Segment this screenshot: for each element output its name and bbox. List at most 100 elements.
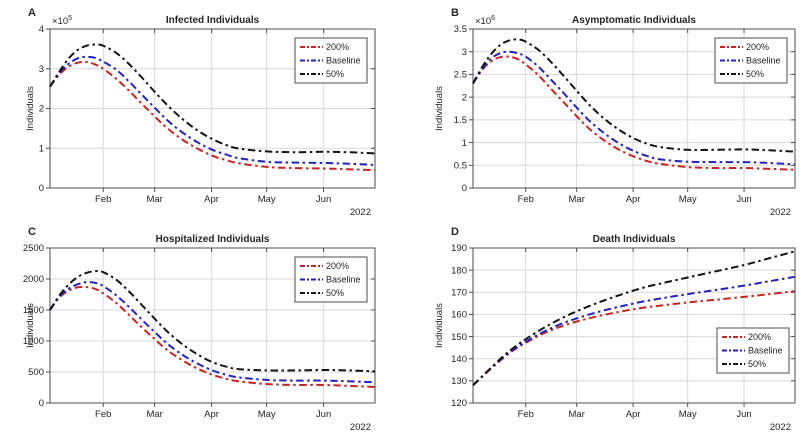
series-line-50% <box>49 43 376 155</box>
y-axis-label: Individuals <box>25 86 36 131</box>
series-line-200% <box>472 290 796 387</box>
x-tick-label: Mar <box>569 194 585 205</box>
legend-label: 200% <box>326 261 349 271</box>
series-line-Baseline <box>472 275 796 387</box>
x-tick-label: Feb <box>518 194 534 205</box>
y-tick-label: 1 <box>39 143 44 154</box>
legend-label: Baseline <box>748 346 783 356</box>
series-line-Baseline <box>49 281 376 384</box>
panel-letter: C <box>28 226 36 238</box>
x-tick-label: Jun <box>736 409 751 420</box>
x-tick-label: Mar <box>146 194 162 205</box>
y-tick-label: 2 <box>39 104 44 115</box>
y-tick-label: 0.5 <box>454 160 467 171</box>
series-line-Baseline <box>472 50 796 166</box>
y-tick-label: 1 <box>462 138 467 149</box>
legend: 200% Baseline 50% <box>716 327 790 374</box>
panel-title: Asymptomatic Individuals <box>572 15 696 26</box>
legend-label: 200% <box>326 42 349 52</box>
y-tick-label: 1500 <box>23 305 44 316</box>
y-tick-label: 140 <box>451 354 467 365</box>
x-tick-label: Jun <box>316 194 331 205</box>
y-tick-label: 3.5 <box>454 24 467 35</box>
panel-title: Hospitalized Individuals <box>156 234 270 245</box>
y-tick-label: 180 <box>451 265 467 276</box>
legend-label: 200% <box>748 332 771 342</box>
x-tick-label: May <box>679 194 697 205</box>
series-line-200% <box>49 60 376 172</box>
legend-label: Baseline <box>326 56 361 66</box>
legend: 200% Baseline 50% <box>714 37 788 84</box>
legend-label: 200% <box>746 42 769 52</box>
legend-label: Baseline <box>746 56 781 66</box>
x-tick-label: Feb <box>95 194 111 205</box>
y-tick-label: 120 <box>451 398 467 409</box>
y-tick-label: 130 <box>451 376 467 387</box>
legend-label: 50% <box>746 69 764 79</box>
series-line-50% <box>49 270 376 373</box>
y-tick-label: 500 <box>28 367 44 378</box>
y-tick-label: 2500 <box>23 243 44 254</box>
legend-label: 50% <box>326 69 344 79</box>
y-tick-label: 2.5 <box>454 70 467 81</box>
x-tick-label: Apr <box>626 409 641 420</box>
x-tick-label: Apr <box>204 409 219 420</box>
x-tick-label: May <box>258 194 276 205</box>
x-tick-label: Feb <box>95 409 111 420</box>
x-tick-label: May <box>258 409 276 420</box>
y-tick-label: 3 <box>462 47 467 58</box>
legend: 200% Baseline 50% <box>294 256 368 303</box>
panel-letter: D <box>451 226 459 238</box>
x-tick-label: Mar <box>569 409 585 420</box>
panel-letter: A <box>28 7 36 19</box>
series-line-50% <box>472 250 796 387</box>
y-tick-label: 0 <box>39 398 44 409</box>
y-tick-label: 0 <box>39 183 44 194</box>
panel-title: Infected Individuals <box>166 15 260 26</box>
x-tick-label: Apr <box>626 194 641 205</box>
axes-box <box>49 247 376 404</box>
panel-B: 0 0.5 1 1.5 2 2.5 3 3.5 Feb Mar Apr May Jun 2022 Asymp… <box>434 7 796 218</box>
x-axis-year-label: 2022 <box>770 422 791 433</box>
y-tick-label: 170 <box>451 287 467 298</box>
series-line-200% <box>472 55 796 171</box>
x-axis-year-label: 2022 <box>350 422 371 433</box>
x-tick-label: Jun <box>316 409 331 420</box>
y-tick-label: 2 <box>462 92 467 103</box>
y-tick-label: 4 <box>39 24 44 35</box>
y-tick-label: 2000 <box>23 274 44 285</box>
y-tick-label: 1000 <box>23 336 44 347</box>
legend-label: 50% <box>326 288 344 298</box>
x-tick-label: Feb <box>518 409 534 420</box>
y-tick-label: 160 <box>451 310 467 321</box>
panel-title: Death Individuals <box>593 234 676 245</box>
axes-box <box>472 247 796 404</box>
legend: 200% Baseline 50% <box>294 37 368 84</box>
panel-letter: B <box>451 7 459 19</box>
x-tick-label: Jun <box>736 194 751 205</box>
series-line-50% <box>472 38 796 153</box>
y-axis-exponent: ×106 <box>475 15 495 27</box>
y-tick-label: 190 <box>451 243 467 254</box>
y-tick-label: 150 <box>451 332 467 343</box>
y-axis-label: Individuals <box>434 303 445 348</box>
panel-D: 120 130 140 150 160 170 180 190 Feb Mar Apr May Jun 2… <box>434 226 796 433</box>
y-axis-label: Individuals <box>25 303 36 348</box>
series-line-200% <box>49 285 376 388</box>
y-axis-label: Individuals <box>434 86 445 131</box>
y-tick-label: 0 <box>462 183 467 194</box>
x-axis-year-label: 2022 <box>350 207 371 218</box>
panel-C: 0 500 1000 1500 2000 2500 Feb Mar Apr May Jun 2022 H… <box>23 226 376 433</box>
x-tick-label: Apr <box>204 194 219 205</box>
legend-label: Baseline <box>326 275 361 285</box>
x-axis-year-label: 2022 <box>770 207 791 218</box>
axes-box <box>472 28 796 189</box>
panel-A: 0 1 2 3 4 Feb Mar Apr May Jun 2022 Infected Individ… <box>25 7 376 218</box>
y-tick-label: 1.5 <box>454 115 467 126</box>
y-tick-label: 3 <box>39 64 44 75</box>
y-axis-exponent: ×105 <box>52 15 72 27</box>
legend-label: 50% <box>748 359 766 369</box>
x-tick-label: Mar <box>146 409 162 420</box>
